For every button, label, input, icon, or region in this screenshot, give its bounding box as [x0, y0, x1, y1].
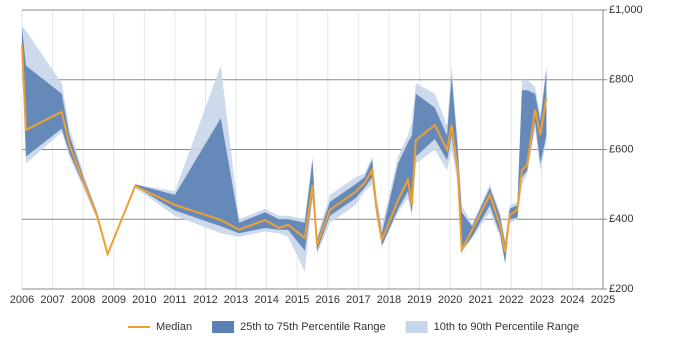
- median-line: [21, 44, 548, 258]
- x-tick-label: 2023: [530, 294, 554, 306]
- percentile-band: [22, 27, 547, 263]
- x-tick-label: 2020: [438, 294, 462, 306]
- x-tick-label: 2013: [224, 294, 248, 306]
- legend-swatch: [405, 321, 428, 333]
- y-tick-label: £1,000: [609, 4, 643, 16]
- x-tick-label: 2018: [377, 294, 401, 306]
- x-tick-label: 2014: [254, 294, 278, 306]
- legend-swatch: [212, 321, 235, 333]
- y-tick-label: £400: [609, 213, 633, 225]
- x-tick-label: 2009: [101, 294, 125, 306]
- legend-label: Median: [156, 321, 192, 333]
- x-tick-label: 2021: [468, 294, 492, 306]
- x-tick-label: 2024: [560, 294, 584, 306]
- y-tick-label: £200: [609, 283, 633, 295]
- x-tick-label: 2025: [591, 294, 615, 306]
- x-tick-label: 2017: [346, 294, 370, 306]
- x-tick-label: 2008: [71, 294, 95, 306]
- x-tick-label: 2006: [10, 294, 34, 306]
- x-tick-label: 2019: [407, 294, 431, 306]
- y-tick-label: £800: [609, 74, 633, 86]
- y-tick-label: £600: [609, 143, 633, 155]
- x-tick-label: 2011: [163, 294, 187, 306]
- x-tick-label: 2022: [499, 294, 523, 306]
- x-tick-label: 2012: [193, 294, 217, 306]
- legend-label: 10th to 90th Percentile Range: [434, 321, 580, 333]
- x-tick-label: 2010: [132, 294, 156, 306]
- legend-label: 25th to 75th Percentile Range: [240, 321, 386, 333]
- x-tick-label: 2007: [40, 294, 64, 306]
- x-tick-label: 2015: [285, 294, 309, 306]
- x-tick-label: 2016: [316, 294, 340, 306]
